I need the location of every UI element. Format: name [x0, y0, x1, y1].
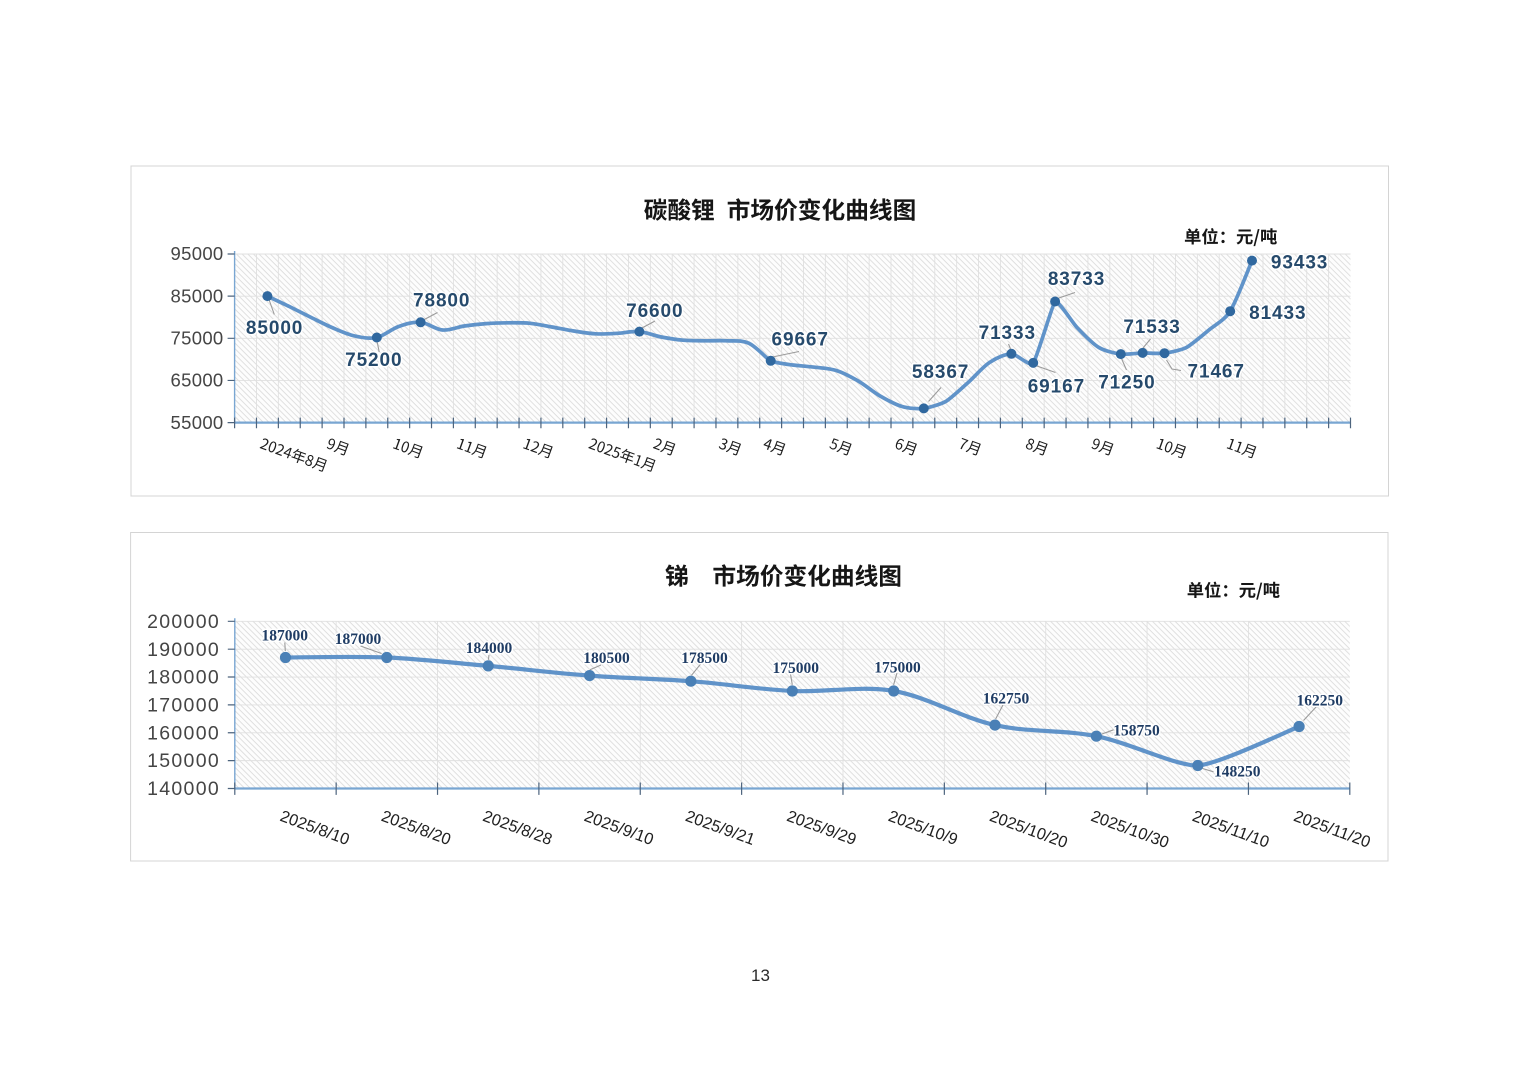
svg-text:180000: 180000	[147, 667, 220, 689]
svg-text:162750: 162750	[983, 690, 1030, 707]
svg-text:69667: 69667	[772, 329, 829, 350]
svg-text:81433: 81433	[1249, 303, 1306, 324]
svg-text:150000: 150000	[147, 750, 220, 772]
svg-text:71533: 71533	[1123, 317, 1180, 338]
svg-text:200000: 200000	[147, 611, 220, 633]
svg-text:184000: 184000	[466, 640, 513, 657]
svg-text:187000: 187000	[261, 627, 308, 644]
svg-text:140000: 140000	[147, 778, 220, 800]
svg-text:178500: 178500	[681, 650, 728, 667]
svg-text:85000: 85000	[246, 318, 303, 339]
svg-text:78800: 78800	[413, 290, 470, 311]
svg-text:69167: 69167	[1028, 376, 1085, 397]
svg-text:71250: 71250	[1098, 373, 1155, 394]
svg-text:13: 13	[751, 966, 770, 985]
svg-text:75000: 75000	[171, 328, 224, 349]
svg-text:55000: 55000	[171, 412, 224, 433]
svg-text:175000: 175000	[874, 659, 921, 676]
svg-text:175000: 175000	[773, 660, 820, 677]
svg-text:83733: 83733	[1048, 269, 1105, 290]
svg-text:158750: 158750	[1113, 723, 1160, 740]
svg-text:76600: 76600	[626, 301, 683, 322]
svg-text:85000: 85000	[171, 285, 224, 306]
svg-text:93433: 93433	[1271, 253, 1328, 274]
svg-text:65000: 65000	[171, 370, 224, 391]
svg-text:71467: 71467	[1188, 362, 1245, 383]
svg-text:160000: 160000	[147, 722, 220, 744]
svg-text:71333: 71333	[979, 323, 1036, 344]
svg-text:95000: 95000	[171, 243, 224, 264]
svg-text:162250: 162250	[1297, 693, 1344, 710]
svg-text:187000: 187000	[335, 631, 382, 648]
svg-text:148250: 148250	[1214, 764, 1261, 781]
svg-text:58367: 58367	[912, 362, 969, 383]
svg-text:180500: 180500	[583, 650, 630, 667]
svg-text:190000: 190000	[147, 639, 220, 661]
svg-text:75200: 75200	[345, 350, 402, 371]
svg-text:170000: 170000	[147, 695, 220, 717]
